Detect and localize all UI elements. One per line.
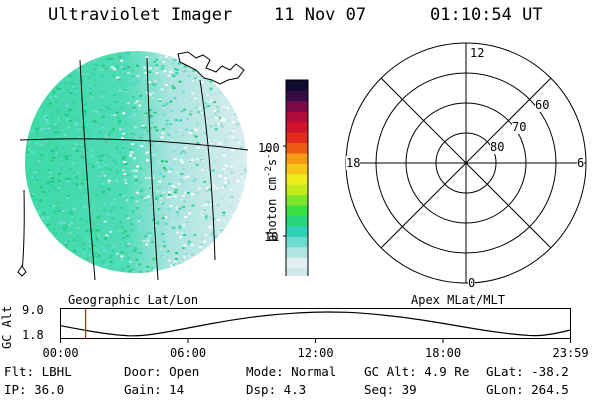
colorbar-cell <box>286 100 308 112</box>
door-value: Door: Open <box>124 364 200 379</box>
photon-speckles <box>26 51 247 273</box>
xtick-label-2359: 23:59 <box>552 346 589 360</box>
xtick-label-0600: 06:00 <box>170 346 207 360</box>
xtick-label-1800: 18:00 <box>425 346 462 360</box>
date-label: 11 Nov 07 <box>274 5 367 25</box>
coastline-fragment <box>17 265 27 277</box>
colorbar-scale <box>286 80 308 276</box>
coastline-outline <box>177 51 245 85</box>
apex-projection-label: Apex MLat/MLT <box>411 293 505 307</box>
orbit-altitude-chart <box>60 308 571 343</box>
ip-value: IP: 36.0 <box>4 382 65 397</box>
colorbar-cell <box>286 267 308 276</box>
colorbar-tick-10-label: 10 <box>264 230 279 244</box>
earth-uv-image <box>17 51 249 281</box>
colorbar-cell <box>286 163 308 175</box>
colorbar <box>283 79 309 276</box>
colorbar-cell <box>286 205 308 216</box>
geographic-grid <box>19 57 249 281</box>
time-label: 01:10:54 UT <box>430 5 543 25</box>
ytick-label-bottom: 1.8 <box>22 328 44 342</box>
orbit-altitude-line <box>60 311 571 337</box>
xtick-label-0000: 00:00 <box>42 346 79 360</box>
xtick-label-1200: 12:00 <box>297 346 334 360</box>
sequence-value: Seq: 39 <box>364 382 417 397</box>
gain-value: Gain: 14 <box>124 382 185 397</box>
orbit-chart-ylabel: GC Alt <box>0 305 14 349</box>
colorbar-cell <box>286 194 308 206</box>
mlt-label-0: 0 <box>468 276 476 290</box>
colorbar-cell <box>286 90 308 102</box>
mlat-label-80: 80 <box>490 140 505 154</box>
filter-value: Flt: LBHL <box>4 364 72 379</box>
dsp-value: Dsp: 4.3 <box>246 382 307 397</box>
mode-value: Mode: Normal <box>246 364 337 379</box>
colorbar-cell <box>286 184 308 196</box>
mlt-label-6: 6 <box>577 156 585 170</box>
colorbar-cell <box>286 142 308 154</box>
colorbar-cell <box>286 257 308 269</box>
colorbar-cell <box>286 111 308 123</box>
mlt-label-12: 12 <box>470 46 485 60</box>
mlat-label-60: 60 <box>535 98 550 112</box>
mlt-label-18: 18 <box>346 156 361 170</box>
colorbar-cell <box>286 225 308 237</box>
polar-mlat-mlt-plot <box>345 42 587 284</box>
colorbar-cell <box>286 236 308 248</box>
geographic-latitude-value: GLat: -38.2 <box>486 364 569 379</box>
colorbar-frame <box>285 79 309 276</box>
gc-altitude-value: GC Alt: 4.9 Re <box>364 364 470 379</box>
orbit-chart-xticks <box>60 338 571 343</box>
geographic-longitude-value: GLon: 264.5 <box>486 382 569 397</box>
instrument-title: Ultraviolet Imager <box>48 5 233 25</box>
mlat-label-70: 70 <box>512 120 527 134</box>
polar-diagonal-2 <box>380 77 552 249</box>
colorbar-cell <box>286 121 308 133</box>
colorbar-cell <box>286 246 308 258</box>
colorbar-cell <box>286 215 308 227</box>
colorbar-cell <box>286 80 308 91</box>
colorbar-cell <box>286 152 308 164</box>
ytick-label-top: 9.0 <box>22 303 44 317</box>
colorbar-tick-100-label: 100 <box>258 141 280 155</box>
colorbar-cell <box>286 173 308 185</box>
orbit-chart-frame <box>60 308 571 339</box>
earth-disk <box>25 51 247 273</box>
colorbar-cell <box>286 132 308 144</box>
geographic-projection-label: Geographic Lat/Lon <box>68 293 199 307</box>
colorbar-units-label: photon cm-2s-1 <box>264 148 279 242</box>
